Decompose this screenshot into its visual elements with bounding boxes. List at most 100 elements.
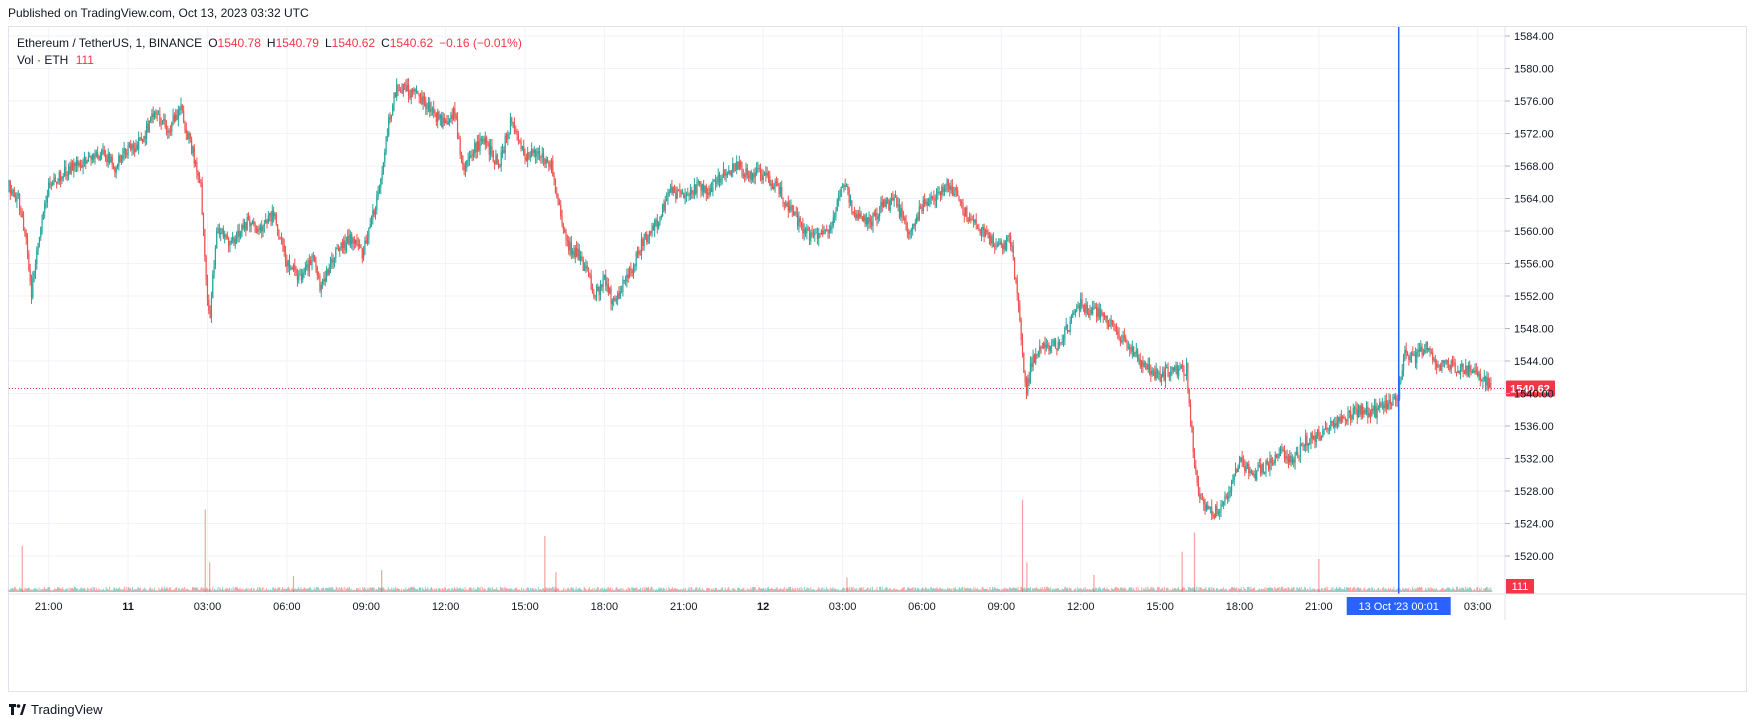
volume-bar [467, 590, 469, 592]
volume-bar [670, 589, 672, 592]
volume-bar [50, 589, 52, 592]
candle-body [1069, 320, 1071, 332]
volume-bar [177, 588, 179, 592]
volume-bar [825, 589, 827, 592]
candle-body [1367, 406, 1369, 418]
volume-bar [238, 588, 240, 592]
volume-bar [285, 588, 287, 592]
volume-bar [1218, 590, 1220, 592]
volume-bar [1452, 587, 1454, 592]
candle-body [1007, 235, 1009, 238]
candle-body [558, 201, 561, 206]
volume-bar [1379, 590, 1381, 592]
volume-bar [1062, 589, 1064, 592]
volume-bar [154, 587, 156, 592]
candle-body [344, 240, 346, 251]
candle-body [1381, 404, 1383, 406]
candle-body [407, 85, 410, 96]
candle-body [560, 205, 562, 217]
volume-bar [422, 587, 424, 592]
candle-body [1127, 347, 1129, 349]
crosshair-time-badge [1346, 597, 1451, 615]
volume-bar [383, 588, 385, 592]
volume-bar [700, 589, 702, 592]
volume-bar [1224, 588, 1226, 592]
crosshair-time-label: 13 Oct '23 00:01 [1359, 601, 1439, 613]
volume-bar [468, 589, 470, 592]
volume-bar [1270, 588, 1272, 592]
candle-body [466, 160, 468, 168]
volume-bar [488, 587, 490, 592]
candle-body [819, 233, 821, 235]
volume-bar [1417, 586, 1419, 592]
volume-bar [1141, 587, 1143, 592]
candle-body [1070, 317, 1073, 321]
volume-bar [547, 587, 549, 592]
volume-bar [977, 588, 979, 592]
volume-bar [604, 589, 606, 592]
candle-body [628, 268, 631, 278]
volume-bar [1294, 590, 1296, 592]
volume-bar [196, 587, 198, 592]
volume-bar [1293, 587, 1295, 592]
volume-bar [168, 589, 170, 592]
candle-body [1225, 496, 1227, 498]
candle-body [143, 136, 145, 143]
volume-bar [489, 588, 491, 592]
volume-bar [1337, 588, 1339, 592]
volume-bar [896, 589, 898, 592]
legend-change: −0.16 (−0.01%) [439, 36, 522, 50]
tradingview-brand[interactable]: TradingView [9, 702, 103, 717]
volume-bar [879, 586, 881, 592]
candle-body [1118, 334, 1120, 339]
volume-bar [793, 589, 795, 592]
volume-bar [17, 590, 19, 592]
candle-body [220, 233, 222, 235]
volume-bar [344, 590, 346, 592]
candle-body [362, 250, 365, 259]
candle-body [116, 166, 119, 169]
volume-bar [830, 588, 832, 592]
candle-body [939, 192, 942, 196]
candle-body [208, 299, 210, 312]
volume-bar [999, 590, 1001, 592]
legend-symbol[interactable]: Ethereum / TetherUS, 1, BINANCE [17, 36, 203, 50]
candle-body [564, 229, 566, 233]
candle-body [1258, 465, 1260, 467]
volume-bar [950, 589, 952, 592]
candle-body [1265, 460, 1267, 473]
volume-bar [603, 587, 605, 592]
candle-body [25, 232, 27, 239]
candle-body [714, 179, 717, 184]
volume-bar [326, 587, 328, 592]
volume-bar [251, 587, 253, 592]
chart-legend: Ethereum / TetherUS, 1, BINANCE O1540.78 H… [17, 35, 522, 69]
candle-body [576, 247, 578, 257]
candle-body [1447, 363, 1450, 365]
volume-bar [996, 588, 998, 592]
volume-bar [1310, 589, 1312, 592]
candle-body [1484, 376, 1487, 386]
y-tick-label: 1560.00 [1514, 226, 1554, 238]
volume-bar [1362, 590, 1364, 592]
candle-body [234, 238, 236, 244]
volume-bar [909, 588, 911, 592]
volume-bar [324, 590, 326, 592]
candle-body [1457, 370, 1459, 374]
volume-bar [572, 588, 574, 592]
y-tick-label: 1576.00 [1514, 96, 1554, 108]
legend-volume-label[interactable]: Vol · ETH [17, 53, 69, 67]
volume-bar [240, 589, 242, 592]
volume-bar [662, 589, 664, 592]
candle-body [1208, 507, 1210, 509]
candle-body [179, 108, 181, 110]
volume-bar [959, 587, 961, 592]
volume-bar [1431, 588, 1433, 592]
candle-body [834, 216, 836, 218]
volume-bar [431, 588, 433, 592]
volume-bar [546, 588, 548, 592]
volume-bar [226, 587, 228, 592]
x-tick-label: 21:00 [35, 601, 63, 613]
volume-bar [902, 588, 904, 592]
